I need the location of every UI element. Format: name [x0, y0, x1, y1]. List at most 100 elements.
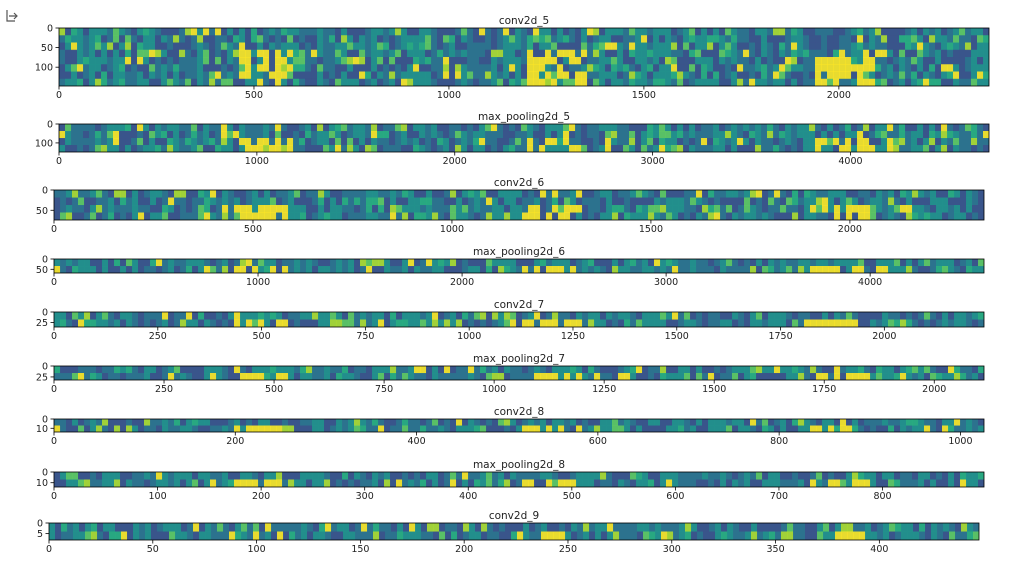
feature-map-tile — [318, 190, 325, 198]
feature-map-tile — [275, 42, 282, 51]
feature-map-tile — [834, 479, 841, 487]
feature-map-tile — [396, 373, 403, 380]
feature-map-tile — [593, 57, 600, 65]
feature-map-tile — [803, 78, 810, 86]
feature-map-tile — [210, 266, 217, 273]
feature-map-tile — [126, 312, 133, 320]
x-tick-label: 750 — [375, 384, 393, 395]
feature-map-tile — [402, 419, 409, 426]
feature-map-tile — [329, 64, 336, 72]
feature-map-tile — [125, 78, 132, 86]
feature-map-tile — [966, 366, 973, 374]
feature-map-tile — [294, 312, 301, 320]
feature-map-tile — [515, 71, 522, 80]
feature-map-tile — [119, 124, 126, 132]
feature-map-tile — [528, 479, 535, 487]
feature-map-tile — [131, 49, 138, 58]
feature-map-tile — [503, 124, 510, 132]
feature-map-tile — [767, 78, 774, 86]
feature-map-tile — [913, 523, 920, 532]
feature-map-tile — [251, 57, 258, 65]
feature-map-tile — [708, 205, 715, 213]
feature-map-tile — [337, 531, 344, 540]
feature-map-tile — [588, 373, 595, 380]
feature-map-tile — [197, 42, 204, 51]
x-tick-label: 1000 — [246, 277, 270, 288]
feature-map-tile — [174, 266, 181, 273]
feature-map-tile — [179, 49, 186, 58]
x-tick-label: 1000 — [482, 384, 506, 395]
feature-map-tile — [126, 366, 133, 374]
feature-map-tile — [948, 259, 955, 267]
feature-map-tile — [720, 472, 727, 480]
feature-map-tile — [473, 71, 480, 80]
feature-map-tile — [605, 49, 612, 58]
feature-map-tile — [774, 373, 781, 380]
feature-map-tile — [534, 266, 541, 273]
feature-map-tile — [377, 42, 384, 51]
feature-map-tile — [767, 131, 774, 139]
feature-map-tile — [917, 49, 924, 58]
feature-map-tile — [840, 212, 847, 220]
feature-map-tile — [749, 71, 756, 80]
feature-map-tile — [125, 57, 132, 65]
feature-map-tile — [798, 472, 805, 480]
feature-map-tile — [761, 42, 768, 51]
feature-map-tile — [517, 531, 524, 540]
feature-map-tile — [383, 124, 390, 132]
feature-map-tile — [61, 531, 68, 540]
y-tick-label: 0 — [47, 120, 53, 131]
feature-map-tile — [317, 71, 324, 80]
feature-map-tile — [131, 78, 138, 86]
feature-map-tile — [613, 531, 620, 540]
feature-map-tile — [493, 531, 500, 540]
feature-map-tile — [827, 145, 834, 152]
feature-map-tile — [341, 131, 348, 139]
feature-map-tile — [245, 28, 252, 36]
feature-map-tile — [912, 419, 919, 426]
feature-map-tile — [479, 145, 486, 152]
feature-map-tile — [810, 419, 817, 426]
feature-map-tile — [396, 205, 403, 213]
feature-map-tile — [155, 57, 162, 65]
feature-map-tile — [431, 71, 438, 80]
feature-map-tile — [113, 64, 120, 72]
feature-map-tile — [192, 366, 199, 374]
feature-map-tile — [419, 78, 426, 86]
feature-map-tile — [899, 28, 906, 36]
feature-map-tile — [707, 49, 714, 58]
feature-map-tile — [636, 472, 643, 480]
feature-map-tile — [331, 531, 338, 540]
feature-map-tile — [611, 131, 618, 139]
feature-map-tile — [840, 197, 847, 206]
feature-map-tile — [276, 259, 283, 267]
feature-map-tile — [558, 205, 565, 213]
feature-map-tile — [822, 212, 829, 220]
feature-map-tile — [845, 35, 852, 43]
feature-map-tile — [846, 190, 853, 198]
feature-map-tile — [677, 124, 684, 132]
feature-map-tile — [947, 64, 954, 72]
feature-map-tile — [953, 42, 960, 51]
feature-map-tile — [779, 49, 786, 58]
feature-map-tile — [336, 259, 343, 267]
feature-map-tile — [581, 145, 588, 152]
feature-map-tile — [750, 425, 757, 432]
feature-map-tile — [323, 42, 330, 51]
feature-map-tile — [534, 419, 541, 426]
feature-map-tile — [251, 49, 258, 58]
feature-map-tile — [563, 42, 570, 51]
feature-map-tile — [593, 145, 600, 152]
feature-map-tile — [852, 472, 859, 480]
feature-map-tile — [960, 319, 967, 327]
feature-map-tile — [552, 266, 559, 273]
feature-map-tile — [96, 425, 103, 432]
feature-map-tile — [624, 419, 631, 426]
feature-map-tile — [594, 472, 601, 480]
feature-map-tile — [851, 71, 858, 80]
feature-map-tile — [96, 197, 103, 206]
feature-map-tile — [89, 49, 96, 58]
feature-map-tile — [881, 35, 888, 43]
feature-map-tile — [378, 259, 385, 267]
feature-map-tile — [809, 145, 816, 152]
